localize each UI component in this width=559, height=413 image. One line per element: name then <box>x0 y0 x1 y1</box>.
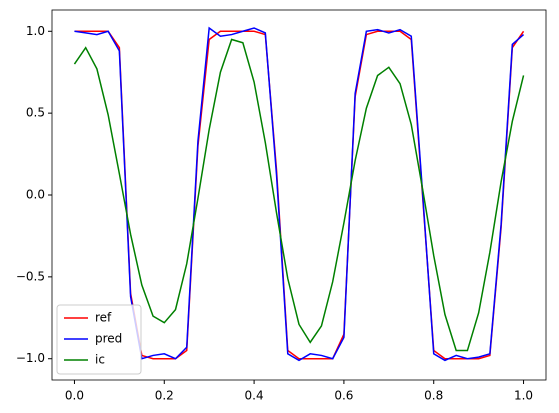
y-tick-label: 0.0 <box>26 188 45 202</box>
x-tick-label: 1.0 <box>514 389 533 403</box>
series-line <box>74 26 525 362</box>
x-tick-label: 0.0 <box>65 389 84 403</box>
y-tick-label: 0.5 <box>26 106 45 120</box>
legend-label: ref <box>95 311 112 325</box>
x-tick-label: 0.4 <box>245 389 264 403</box>
series-line <box>74 30 525 360</box>
plot-frame <box>51 9 547 381</box>
legend-box <box>56 304 142 375</box>
y-tick-label: 1.0 <box>26 24 45 38</box>
y-tick-label: −1.0 <box>16 351 45 365</box>
x-tick-label: 0.6 <box>334 389 353 403</box>
series-line <box>73 38 525 352</box>
y-tick-label: −0.5 <box>16 269 45 283</box>
x-tick-label: 0.2 <box>155 389 174 403</box>
legend-label: ic <box>95 353 105 367</box>
legend-label: pred <box>95 332 122 346</box>
x-tick-label: 0.8 <box>424 389 443 403</box>
